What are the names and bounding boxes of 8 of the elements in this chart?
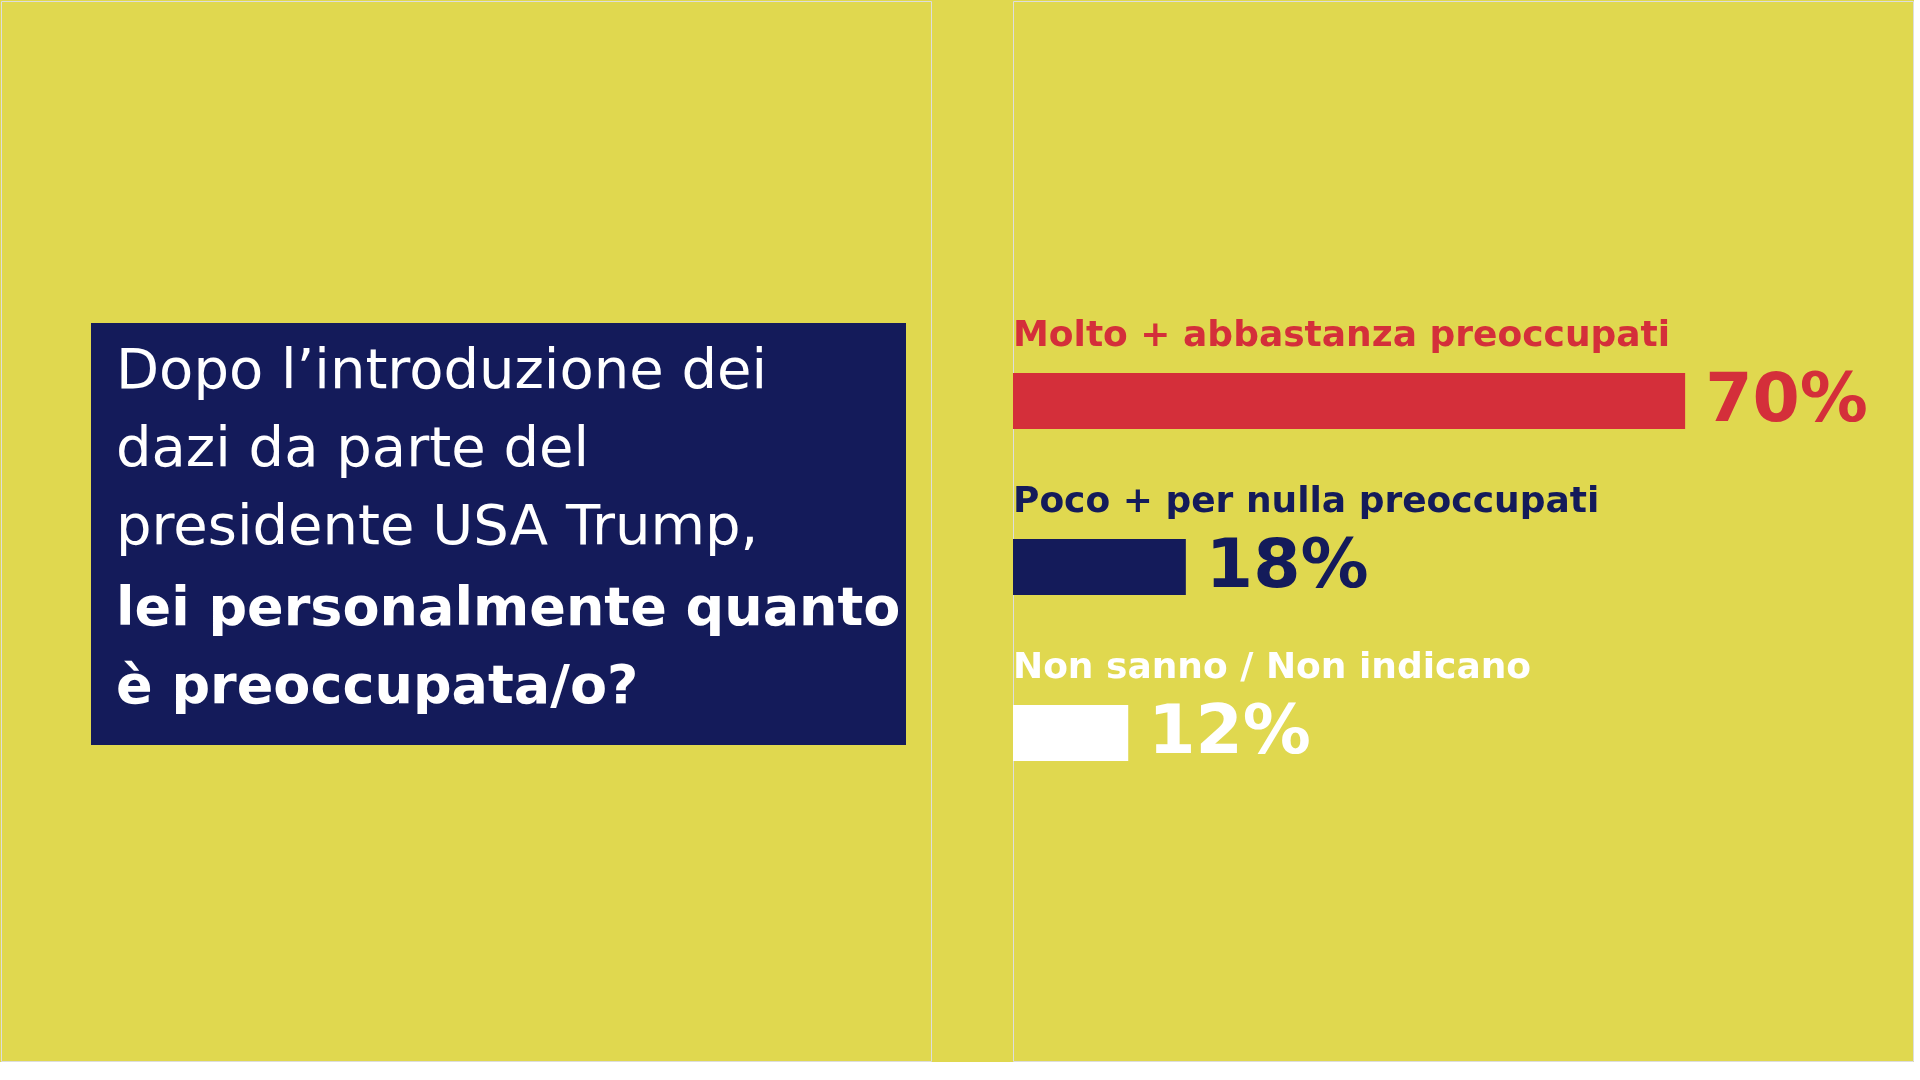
text: lei personalmente quanto è preoccupata/o?	[116, 575, 901, 716]
y-tick-label: Poco + per nulla preoccupati	[1013, 479, 1600, 520]
y-tick-label: Molto + abbastanza preoccupati	[1013, 313, 1671, 354]
y-tick-label: Non sanno / Non indicano	[1013, 645, 1532, 686]
text: Dopo l’introduzione dei dazi da parte del presidente USA Trump,	[116, 336, 767, 557]
data-label: 18%	[1205, 524, 1369, 603]
data-label: 70%	[1705, 358, 1868, 437]
data-label: 12%	[1148, 690, 1311, 769]
